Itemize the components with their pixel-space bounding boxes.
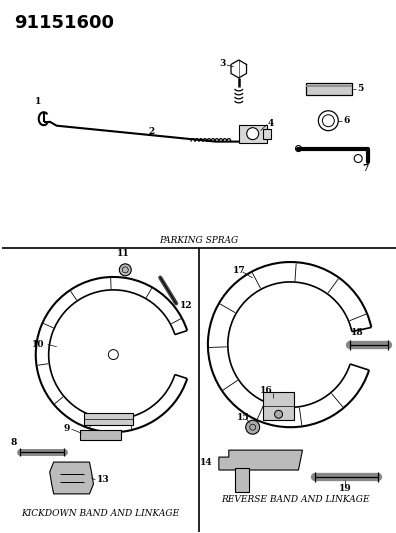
Text: REVERSE BAND AND LINKAGE: REVERSE BAND AND LINKAGE [221, 495, 370, 504]
Polygon shape [219, 450, 303, 470]
Text: 8: 8 [11, 438, 17, 447]
Text: 6: 6 [343, 116, 350, 125]
Bar [239, 125, 267, 143]
Polygon shape [50, 462, 93, 494]
Text: 11: 11 [117, 249, 129, 259]
Circle shape [246, 420, 260, 434]
Text: 17: 17 [233, 266, 246, 276]
Bar [307, 83, 352, 95]
Text: 14: 14 [200, 457, 213, 466]
Text: 5: 5 [357, 84, 364, 93]
Text: PARKING SPRAG: PARKING SPRAG [159, 236, 238, 245]
Text: 18: 18 [351, 328, 364, 337]
Text: 13: 13 [97, 475, 109, 484]
Text: 4: 4 [267, 119, 274, 128]
Text: 3: 3 [220, 60, 226, 68]
Text: 91151600: 91151600 [14, 14, 114, 32]
Bar [80, 430, 121, 440]
Bar [235, 468, 249, 492]
Text: KICKDOWN BAND AND LINKAGE: KICKDOWN BAND AND LINKAGE [21, 510, 179, 518]
Text: 19: 19 [339, 484, 352, 494]
Circle shape [247, 128, 259, 140]
Text: 2: 2 [148, 127, 154, 136]
Text: 10: 10 [32, 340, 44, 349]
Circle shape [119, 264, 131, 276]
Bar [263, 392, 295, 420]
Text: 9: 9 [63, 424, 70, 433]
Text: 7: 7 [362, 164, 368, 173]
Circle shape [354, 155, 362, 163]
Text: 1: 1 [34, 98, 41, 106]
Text: 16: 16 [260, 386, 273, 395]
Bar [263, 128, 270, 139]
Text: 12: 12 [180, 301, 193, 310]
Bar [84, 413, 133, 425]
Text: 15: 15 [236, 413, 249, 422]
Circle shape [274, 410, 283, 418]
